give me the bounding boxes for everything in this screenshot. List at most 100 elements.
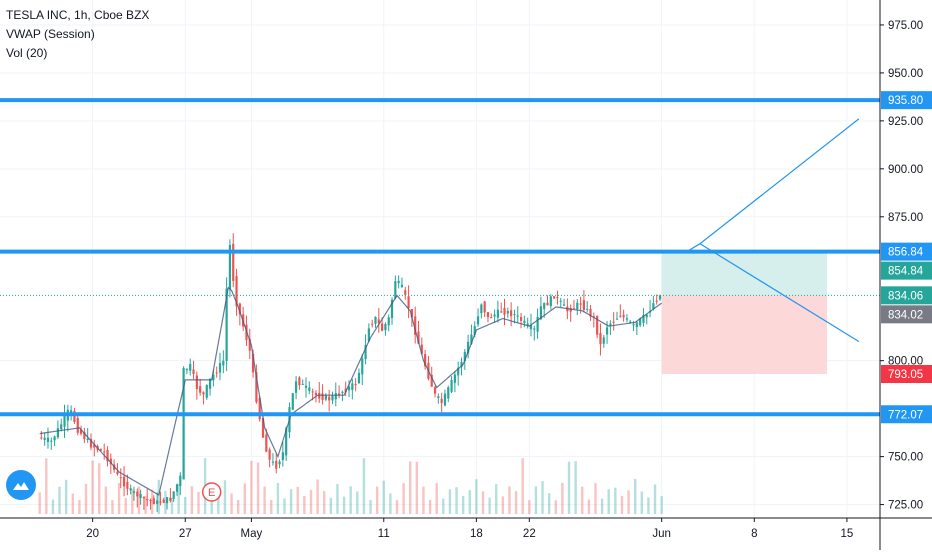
- volume-bar: [402, 483, 405, 514]
- candle-body: [529, 325, 533, 330]
- volume-bar: [448, 489, 452, 514]
- volume-bar: [164, 490, 167, 514]
- candle-body: [639, 318, 642, 326]
- candle-body: [285, 428, 288, 456]
- volume-bar: [633, 478, 637, 514]
- volume-bar: [58, 486, 61, 514]
- candle-body: [142, 497, 146, 499]
- candle-body: [334, 393, 337, 400]
- candle-body: [195, 375, 198, 390]
- candle-body: [294, 381, 298, 393]
- volume-bar: [323, 491, 326, 514]
- tradingview-cloud-icon[interactable]: [6, 470, 36, 500]
- candle-body: [443, 393, 447, 406]
- candle-body: [56, 428, 59, 438]
- candle-body: [390, 299, 394, 319]
- x-tick-label: 8: [751, 528, 757, 540]
- candle-body: [156, 500, 159, 504]
- candle-body: [543, 302, 546, 310]
- candle-body: [129, 488, 132, 491]
- price-tag-box: [881, 242, 932, 261]
- volume-bar: [78, 499, 81, 514]
- candle-body: [165, 497, 169, 504]
- candle-body: [622, 314, 625, 318]
- candle-body: [420, 344, 423, 354]
- candle-body: [367, 328, 370, 342]
- volume-indicator-label[interactable]: Vol (20): [6, 46, 48, 60]
- candle-body: [424, 354, 427, 367]
- y-tick-label: 750.00: [888, 452, 923, 464]
- price-tag-label: 834.06: [888, 290, 923, 302]
- candle-body: [291, 393, 294, 410]
- candle-body: [347, 386, 351, 391]
- volume-bar: [296, 486, 299, 514]
- volume-bar: [395, 500, 399, 514]
- symbol-title[interactable]: TESLA INC, 1h, Cboe BZX: [6, 8, 150, 22]
- candle-body: [248, 338, 251, 351]
- candle-body: [440, 398, 443, 404]
- volume-bar: [276, 483, 280, 514]
- volume-bar: [409, 461, 412, 514]
- candle-body: [199, 386, 202, 393]
- price-tag-box: [881, 261, 932, 280]
- volume-bar: [600, 498, 604, 514]
- price-tag-label: 935.80: [888, 95, 923, 107]
- vwap-indicator-label[interactable]: VWAP (Session): [6, 27, 95, 41]
- volume-bar: [567, 461, 571, 514]
- candle-body: [655, 300, 658, 302]
- candle-body: [182, 368, 185, 480]
- candle-body: [116, 471, 119, 475]
- candle-body: [149, 499, 152, 501]
- candle-body: [645, 314, 648, 318]
- volume-bar: [124, 498, 127, 514]
- candle-body: [394, 281, 397, 299]
- candle-body: [83, 431, 86, 440]
- candle-body: [562, 304, 566, 306]
- candle-body: [635, 322, 638, 328]
- price-tag-box: [881, 405, 932, 424]
- volume-bar: [488, 497, 491, 514]
- price-tag-label: 834.02: [888, 309, 923, 321]
- candle-body: [298, 377, 301, 386]
- candle-body: [381, 323, 384, 331]
- x-tick-label: 27: [179, 528, 192, 540]
- earnings-marker-label: E: [208, 487, 215, 499]
- candle-body: [225, 288, 228, 361]
- candle-body: [70, 410, 73, 415]
- candle-body: [314, 392, 318, 396]
- price-tag-label: 772.07: [888, 409, 923, 421]
- candle-body: [576, 302, 579, 310]
- candle-body: [437, 396, 440, 398]
- candle-body: [93, 444, 96, 448]
- volume-bar: [461, 495, 465, 514]
- candle-body: [526, 323, 529, 326]
- volume-bar: [104, 486, 108, 514]
- y-tick-label: 875.00: [888, 212, 923, 224]
- candle-body: [496, 309, 499, 318]
- volume-bar: [475, 479, 478, 514]
- candle-body: [321, 393, 324, 400]
- volume-bar: [236, 500, 240, 514]
- candle-body: [50, 440, 53, 442]
- volume-bar: [316, 479, 319, 514]
- candle-body: [63, 415, 66, 427]
- candle-body: [205, 384, 208, 398]
- candle-body: [86, 438, 89, 441]
- volume-bar: [594, 483, 597, 514]
- volume-bar: [528, 500, 531, 514]
- volume-bar: [660, 496, 663, 514]
- candle-body: [599, 333, 602, 345]
- price-tag-level: 856.84: [881, 242, 932, 261]
- volume-bar: [289, 489, 293, 514]
- candle-body: [602, 337, 605, 344]
- candle-body: [179, 475, 182, 487]
- volume-bar: [581, 486, 584, 514]
- x-tick-label: 20: [86, 528, 99, 540]
- candle-body: [536, 316, 539, 332]
- x-tick-label: 22: [523, 528, 536, 540]
- volume-bar: [270, 499, 273, 514]
- volume-bar: [647, 497, 650, 514]
- volume-bar: [309, 489, 313, 514]
- volume-bar: [197, 491, 200, 514]
